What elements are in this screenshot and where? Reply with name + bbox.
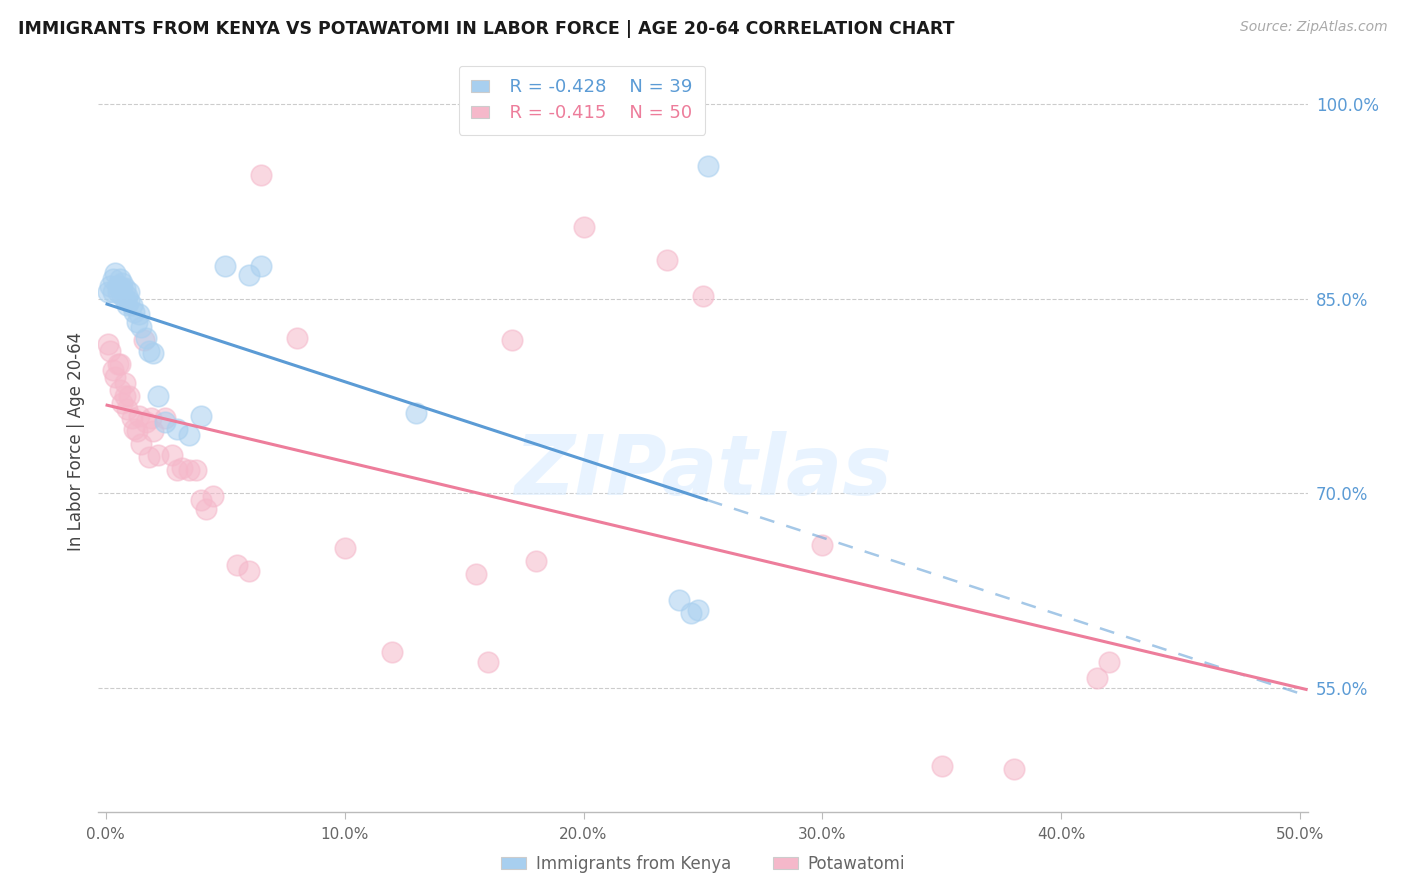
Point bbox=[128, 307, 150, 321]
Point bbox=[101, 363, 124, 377]
Point bbox=[107, 357, 129, 371]
Point bbox=[115, 402, 138, 417]
Point bbox=[111, 276, 134, 290]
Point bbox=[125, 424, 148, 438]
Point bbox=[146, 389, 169, 403]
Point bbox=[138, 450, 160, 464]
Point bbox=[135, 415, 157, 429]
Point bbox=[104, 266, 127, 280]
Point bbox=[166, 463, 188, 477]
Point bbox=[131, 320, 153, 334]
Point bbox=[132, 333, 155, 347]
Point bbox=[688, 603, 710, 617]
Point bbox=[186, 463, 208, 477]
Point bbox=[692, 289, 714, 303]
Point bbox=[681, 606, 703, 620]
Point bbox=[1085, 671, 1108, 685]
Point bbox=[250, 168, 273, 182]
Text: ZIPatlas: ZIPatlas bbox=[515, 431, 891, 512]
Point bbox=[115, 298, 138, 312]
Point bbox=[104, 369, 127, 384]
Point bbox=[166, 421, 188, 435]
Point bbox=[114, 281, 136, 295]
Point bbox=[333, 541, 356, 555]
Point bbox=[811, 538, 834, 552]
Point bbox=[696, 159, 718, 173]
Point bbox=[572, 220, 595, 235]
Point bbox=[194, 502, 217, 516]
Point bbox=[162, 448, 184, 462]
Point bbox=[190, 493, 212, 508]
Point bbox=[125, 315, 148, 329]
Point bbox=[465, 567, 488, 582]
Point bbox=[138, 343, 160, 358]
Point bbox=[122, 421, 145, 435]
Point bbox=[108, 357, 131, 371]
Point bbox=[179, 428, 201, 442]
Point bbox=[108, 383, 131, 397]
Point bbox=[170, 460, 193, 475]
Point bbox=[381, 645, 404, 659]
Point bbox=[1002, 762, 1025, 776]
Point bbox=[131, 437, 153, 451]
Y-axis label: In Labor Force | Age 20-64: In Labor Force | Age 20-64 bbox=[66, 332, 84, 551]
Text: IMMIGRANTS FROM KENYA VS POTAWATOMI IN LABOR FORCE | AGE 20-64 CORRELATION CHART: IMMIGRANTS FROM KENYA VS POTAWATOMI IN L… bbox=[18, 20, 955, 37]
Point bbox=[114, 389, 136, 403]
Point bbox=[250, 259, 273, 273]
Point bbox=[142, 424, 165, 438]
Point bbox=[226, 558, 249, 572]
Legend:   R = -0.428    N = 39,   R = -0.415    N = 50: R = -0.428 N = 39, R = -0.415 N = 50 bbox=[458, 66, 706, 135]
Point bbox=[101, 272, 124, 286]
Point bbox=[155, 411, 177, 425]
Point bbox=[146, 448, 169, 462]
Point bbox=[657, 252, 679, 267]
Point bbox=[155, 415, 177, 429]
Point bbox=[114, 376, 136, 390]
Point bbox=[122, 304, 145, 318]
Point bbox=[202, 489, 225, 503]
Point bbox=[1098, 656, 1121, 670]
Point bbox=[121, 411, 143, 425]
Point bbox=[111, 289, 134, 303]
Point bbox=[238, 565, 260, 579]
Legend: Immigrants from Kenya, Potawatomi: Immigrants from Kenya, Potawatomi bbox=[494, 848, 912, 880]
Point bbox=[405, 406, 427, 420]
Point bbox=[118, 285, 141, 300]
Point bbox=[114, 292, 136, 306]
Point bbox=[142, 346, 165, 360]
Point bbox=[524, 554, 547, 568]
Point bbox=[108, 281, 131, 295]
Point bbox=[238, 268, 260, 283]
Point bbox=[111, 395, 134, 409]
Point bbox=[190, 409, 212, 423]
Point bbox=[111, 281, 134, 295]
Point bbox=[931, 759, 953, 773]
Point bbox=[108, 272, 131, 286]
Point bbox=[118, 294, 141, 309]
Point bbox=[101, 285, 124, 300]
Point bbox=[107, 285, 129, 300]
Point bbox=[179, 463, 201, 477]
Point bbox=[285, 331, 308, 345]
Point bbox=[118, 389, 141, 403]
Point bbox=[98, 343, 121, 358]
Point bbox=[121, 298, 143, 312]
Point bbox=[97, 337, 120, 351]
Point bbox=[115, 289, 138, 303]
Text: Source: ZipAtlas.com: Source: ZipAtlas.com bbox=[1240, 20, 1388, 34]
Point bbox=[97, 285, 120, 300]
Point bbox=[107, 278, 129, 293]
Point bbox=[214, 259, 236, 273]
Point bbox=[128, 409, 150, 423]
Point bbox=[501, 333, 523, 347]
Point bbox=[477, 656, 499, 670]
Point bbox=[668, 593, 690, 607]
Point bbox=[135, 331, 157, 345]
Point bbox=[98, 278, 121, 293]
Point bbox=[139, 411, 162, 425]
